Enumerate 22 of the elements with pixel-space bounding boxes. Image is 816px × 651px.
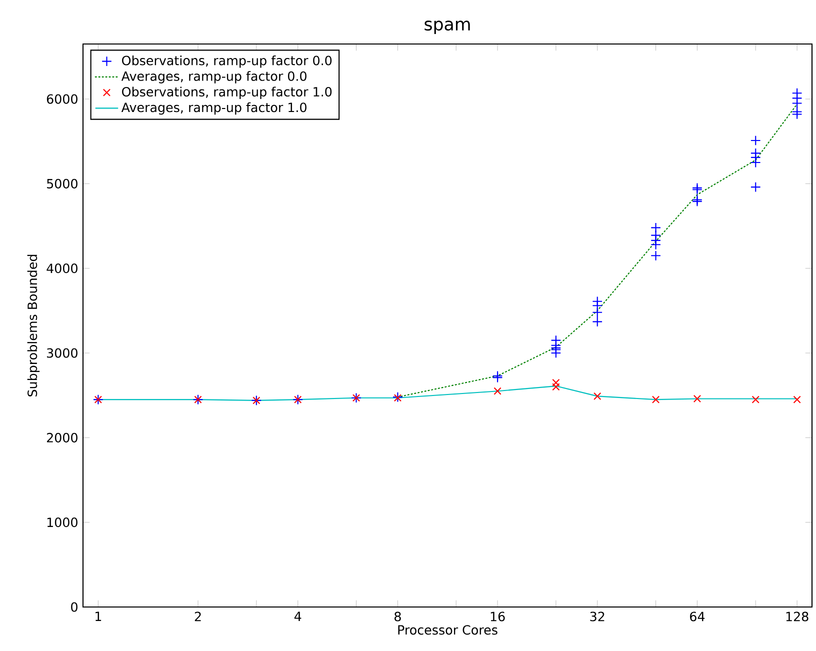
- x-tick-label: 32: [590, 612, 604, 622]
- x-tick-label: 8: [394, 612, 401, 622]
- y-tick-label: 2000: [46, 432, 78, 442]
- chart-title: spam: [424, 20, 470, 34]
- x-tick-label: 4: [294, 612, 302, 621]
- y-tick-label: 4000: [46, 264, 78, 274]
- x-tick-label: 16: [490, 612, 505, 622]
- y-tick-label: 1000: [47, 518, 78, 528]
- x-axis-title: Processor Cores: [398, 625, 498, 635]
- x-tick-label: 2: [194, 612, 201, 622]
- y-axis-title: Subproblems Bounded: [27, 254, 40, 396]
- x-tick-label: 128: [786, 612, 808, 622]
- y-tick-label: 3000: [47, 348, 78, 358]
- y-tick-label: 0: [71, 602, 78, 612]
- legend-label: Observations, ramp-up factor 1.0: [122, 86, 332, 99]
- y-tick-label: 6000: [46, 94, 78, 104]
- x-tick-label: 64: [690, 612, 705, 622]
- x-tick-label: 1: [96, 612, 102, 621]
- y-tick-label: 5000: [47, 178, 78, 188]
- legend-label: Averages, ramp-up factor 1.0: [121, 102, 306, 115]
- legend-label: Averages, ramp-up factor 0.0: [121, 71, 306, 84]
- legend-label: Observations, ramp-up factor 0.0: [122, 55, 332, 68]
